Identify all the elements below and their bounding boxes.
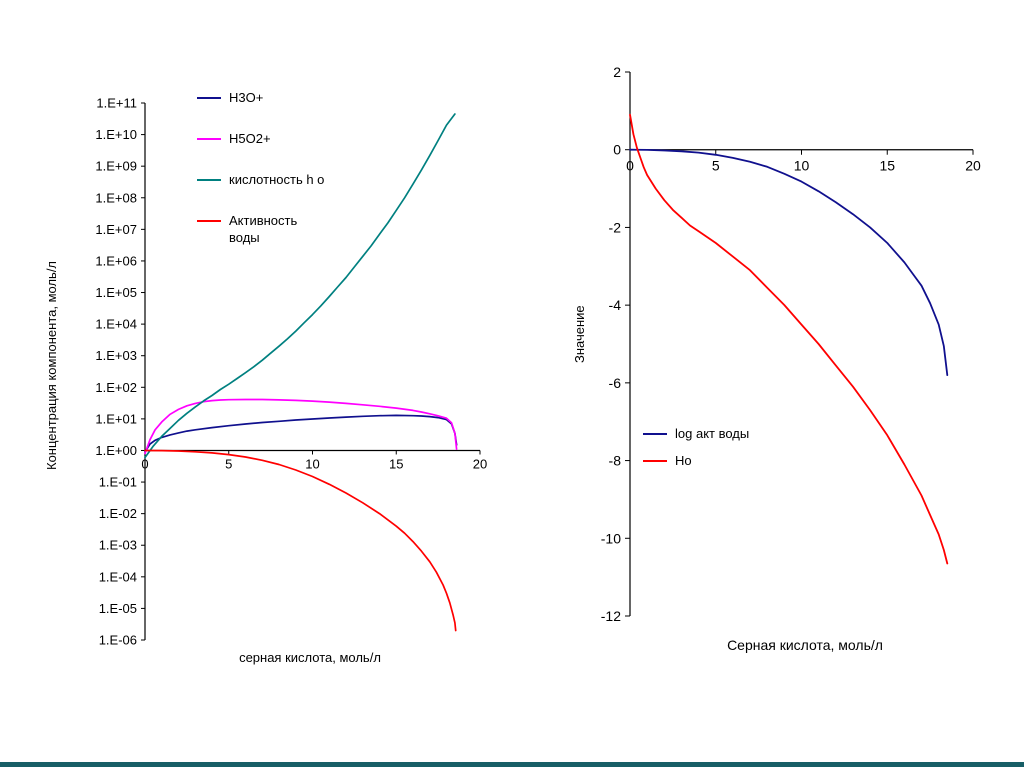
legend-line-swatch [197, 97, 221, 99]
y-tick-label: 1.E+07 [95, 222, 137, 237]
right-legend: log акт воды Ho [643, 426, 749, 480]
y-tick-label: 1.E+03 [95, 348, 137, 363]
x-tick-label: 15 [879, 158, 895, 174]
y-tick-label: 1.E-05 [99, 601, 137, 616]
legend-item: H5O2+ [197, 131, 324, 148]
legend-item: кислотность h o [197, 172, 324, 189]
series-кислотность-h-o [144, 113, 456, 459]
y-tick-label: 1.E+00 [95, 443, 137, 458]
y-tick-label: 1.E-04 [99, 569, 137, 584]
y-tick-label: -4 [609, 297, 622, 313]
y-tick-label: 0 [613, 142, 621, 158]
right-y-axis-title: Значение [572, 305, 587, 363]
y-tick-label: 1.E+04 [95, 317, 137, 332]
left-legend: H3O+ H5O2+ кислотность h o Активность воды [197, 90, 324, 270]
y-tick-label: 1.E+09 [95, 159, 137, 174]
y-tick-label: 1.E-03 [99, 538, 137, 553]
x-tick-label: 0 [626, 158, 634, 174]
legend-item: Активность воды [197, 213, 324, 247]
y-tick-label: 1.E+11 [96, 96, 137, 111]
y-tick-label: 2 [613, 64, 621, 80]
legend-label: H3O+ [229, 90, 264, 105]
left-y-axis-title: Концентрация компонента, моль/л [44, 260, 59, 470]
right-chart: 20-2-4-6-8-10-120 5 10 15 20 [601, 64, 981, 624]
legend-label: Ho [675, 452, 692, 468]
legend-item: H3O+ [197, 90, 324, 107]
x-tick-label: 20 [473, 456, 487, 471]
y-tick-label: -12 [601, 608, 621, 624]
y-tick-label: 1.E+05 [95, 285, 137, 300]
y-tick-label: -8 [609, 453, 622, 469]
y-tick-label: 1.E+10 [95, 127, 137, 142]
y-tick-label: -6 [609, 375, 622, 391]
y-tick-label: 1.E-06 [99, 633, 137, 648]
x-tick-label: 20 [965, 158, 981, 174]
x-tick-label: 10 [305, 456, 319, 471]
left-x-axis-title: серная кислота, моль/л [239, 650, 381, 665]
y-tick-label: 1.E+01 [95, 411, 137, 426]
legend-line-swatch [197, 178, 221, 181]
y-tick-label: -2 [609, 219, 622, 235]
x-tick-label: 10 [794, 158, 810, 174]
legend-label: H5O2+ [229, 130, 271, 146]
legend-label: Активность воды [229, 212, 298, 245]
series-h3o [144, 414, 458, 453]
series-h5o2 [144, 398, 458, 455]
y-tick-label: 1.E+02 [95, 380, 137, 395]
y-tick-label: 1.E+06 [95, 253, 137, 268]
x-tick-label: 5 [712, 158, 720, 174]
legend-line-swatch [643, 433, 667, 435]
y-tick-label: 1.E+08 [95, 190, 137, 205]
x-tick-label: 15 [389, 456, 403, 471]
y-tick-label: 1.E-01 [99, 475, 137, 490]
y-tick-label: 1.E-02 [99, 506, 137, 521]
legend-item: log акт воды [643, 426, 749, 443]
series-log-акт-воды [629, 148, 949, 377]
legend-label: кислотность h o [229, 171, 325, 187]
left-chart: 1.E+11 1.E+10 1.E+09 1.E+08 1.E+07 1.E+06 1.E+… [95, 96, 487, 648]
footer-bar [0, 762, 1024, 767]
right-x-axis-title: Серная кислота, моль/л [727, 637, 883, 653]
legend-label: log акт воды [675, 426, 750, 441]
legend-item: Ho [643, 453, 749, 470]
y-tick-label: -10 [601, 530, 621, 546]
legend-line-swatch [197, 219, 221, 222]
legend-line-swatch [643, 459, 667, 462]
series-ho [629, 113, 949, 565]
x-tick-label: 5 [225, 456, 232, 471]
legend-line-swatch [197, 137, 221, 140]
series-активность-воды [144, 449, 457, 632]
x-tick-label: 0 [141, 456, 148, 471]
